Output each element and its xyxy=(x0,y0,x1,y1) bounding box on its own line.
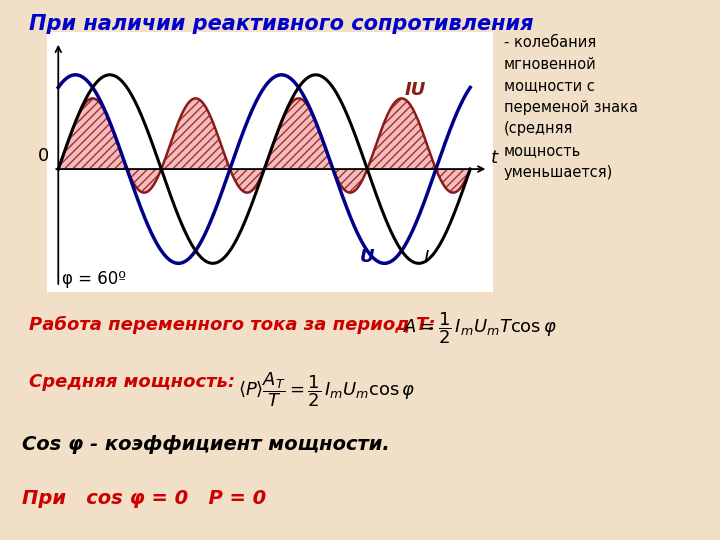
Text: IU: IU xyxy=(405,80,426,99)
Text: Средняя мощность:: Средняя мощность: xyxy=(29,373,235,390)
Text: $A = \dfrac{1}{2}\, I_m U_m T\cos\varphi$: $A = \dfrac{1}{2}\, I_m U_m T\cos\varphi… xyxy=(403,310,557,346)
Text: U: U xyxy=(360,248,374,266)
Text: 0: 0 xyxy=(38,147,49,165)
Text: $\langle P \rangle\dfrac{A_T}{T} = \dfrac{1}{2}\, I_m U_m \cos\varphi$: $\langle P \rangle\dfrac{A_T}{T} = \dfra… xyxy=(238,370,415,409)
Text: t: t xyxy=(490,149,498,167)
Text: I: I xyxy=(423,249,429,267)
Text: При   cos φ = 0   P = 0: При cos φ = 0 P = 0 xyxy=(22,489,266,508)
Text: Cos φ - коэффициент мощности.: Cos φ - коэффициент мощности. xyxy=(22,435,390,454)
Text: - колебания
мгновенной
мощности с
переменой знака
(средняя
мощность
уменьшается): - колебания мгновенной мощности с переме… xyxy=(504,35,638,180)
Text: Работа переменного тока за период Т:: Работа переменного тока за период Т: xyxy=(29,316,436,334)
Text: При наличии реактивного сопротивления: При наличии реактивного сопротивления xyxy=(29,14,534,33)
Text: φ = 60º: φ = 60º xyxy=(61,270,125,288)
